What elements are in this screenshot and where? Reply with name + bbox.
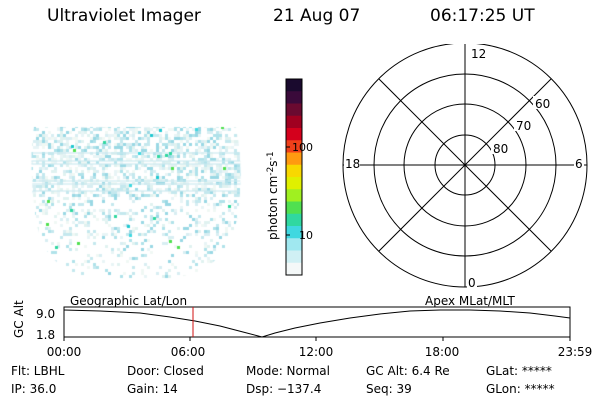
colorbar-cell — [286, 152, 302, 166]
gc-alt-info: GC Alt: 6.4 Re — [366, 364, 450, 378]
colorbar-cell — [286, 250, 302, 264]
orbit-timeline: Geographic Lat/Lon Apex MLat/MLT GC Alt … — [12, 294, 593, 359]
filter-info: Flt: LBHL — [11, 364, 65, 378]
x-tick-0600: 06:00 — [171, 345, 206, 359]
seq-info: Seq: 39 — [366, 382, 412, 396]
colorbar-cell — [286, 201, 302, 215]
ip-info: IP: 36.0 — [11, 382, 57, 396]
dsp-info: Dsp: −137.4 — [246, 382, 322, 396]
instrument-title: Ultraviolet Imager — [47, 6, 201, 26]
colorbar-cell — [286, 262, 302, 276]
colorbar-cell — [286, 177, 302, 190]
timeline-frame — [63, 306, 571, 338]
colorbar: 100 10 photon cm-2s-1 — [266, 78, 313, 276]
y-tick-9: 9.0 — [36, 307, 55, 321]
colorbar-tick-100: 100 — [292, 141, 313, 154]
colorbar-cell — [286, 128, 302, 141]
polar-plot: 12 0 18 6 60 70 80 — [342, 44, 588, 290]
lat-label-70: 70 — [516, 119, 531, 133]
mlt-label-18: 18 — [345, 157, 360, 171]
x-tick-1800: 18:00 — [425, 345, 460, 359]
uv-image — [30, 125, 245, 280]
mlt-label-12: 12 — [471, 47, 486, 61]
mlt-label-0: 0 — [468, 276, 476, 290]
mlt-label-6: 6 — [575, 157, 583, 171]
x-tick-2359: 23:59 — [558, 345, 593, 359]
colorbar-cell — [286, 213, 302, 227]
colorbar-tick-10: 10 — [299, 229, 313, 242]
colorbar-cell — [286, 115, 302, 129]
colorbar-cell — [286, 140, 302, 153]
date-label: 21 Aug 07 — [273, 6, 361, 26]
glon-info: GLon: ***** — [486, 382, 555, 396]
door-info: Door: Closed — [127, 364, 204, 378]
lat-label-80: 80 — [493, 142, 508, 156]
colorbar-unit-label: photon cm-2s-1 — [266, 151, 280, 240]
colorbar-cell — [286, 164, 302, 178]
colorbar-cell — [286, 103, 302, 117]
gc-alt-axis-title: GC Alt — [12, 300, 26, 338]
x-tick-0000: 00:00 — [47, 345, 82, 359]
colorbar-cell — [286, 79, 302, 92]
altitude-curve — [63, 309, 571, 338]
colorbar-cell — [286, 91, 302, 104]
colorbar-cell — [286, 189, 302, 202]
glat-info: GLat: ***** — [486, 364, 552, 378]
geographic-label: Geographic Lat/Lon — [70, 294, 187, 308]
mode-info: Mode: Normal — [246, 364, 330, 378]
lat-label-60: 60 — [535, 97, 550, 111]
time-label: 06:17:25 UT — [430, 6, 535, 26]
gain-info: Gain: 14 — [127, 382, 178, 396]
colorbar-cell — [286, 238, 302, 251]
x-tick-1200: 12:00 — [299, 345, 334, 359]
apex-label: Apex MLat/MLT — [425, 294, 515, 308]
colorbar-cell — [286, 226, 302, 239]
y-tick-1-8: 1.8 — [36, 328, 55, 342]
